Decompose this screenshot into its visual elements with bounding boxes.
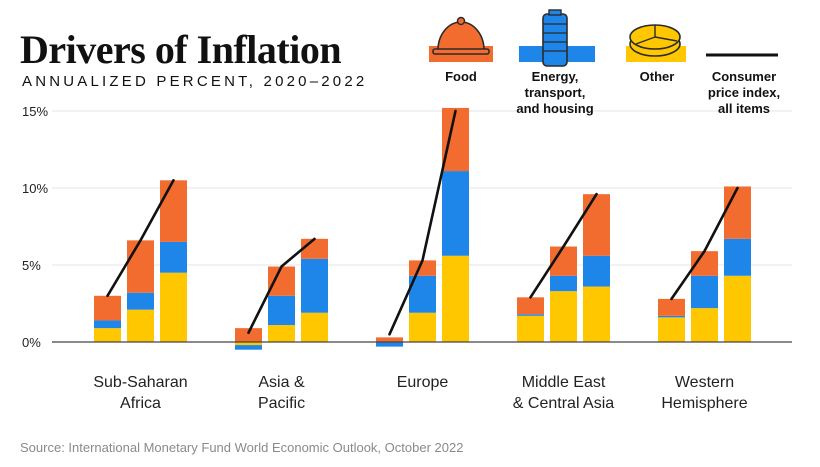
legend-label-other: Other: [640, 69, 675, 84]
bar-segment-food: [583, 194, 610, 256]
bar-segment-food: [235, 328, 262, 342]
legend-label-energy: and housing: [516, 101, 593, 116]
category-label: Middle East: [522, 374, 606, 391]
legend-label-energy: Energy,: [532, 69, 579, 84]
bar-segment-other: [409, 312, 436, 342]
category-label: Africa: [120, 395, 161, 412]
cpi-line: [388, 109, 457, 336]
bar-segment-energy: [442, 171, 469, 256]
bar-segment-food: [724, 186, 751, 239]
cloche-icon: [432, 16, 490, 55]
bar-segment-energy: [550, 275, 577, 292]
bar-segment-other: [235, 342, 262, 346]
category-label: Hemisphere: [661, 395, 747, 412]
category-label: Sub-Saharan: [93, 374, 187, 391]
bar-segment-energy: [235, 345, 262, 350]
battery-cap: [548, 9, 562, 16]
category-group: [376, 107, 469, 347]
bar-segment-energy: [268, 295, 295, 326]
bar-segment-energy: [301, 258, 328, 313]
category-label: Europe: [397, 374, 449, 391]
legend: Food Energy,transport,and housing Other Con…: [429, 9, 780, 116]
category-group: [94, 179, 187, 342]
cloche-dome: [437, 21, 485, 51]
bar-segment-energy: [376, 342, 403, 347]
category-group: [517, 192, 610, 342]
y-tick-label: 0%: [22, 335, 41, 350]
bar-segment-other: [550, 291, 577, 342]
pie-icon: [629, 24, 681, 57]
bar-segment-energy: [94, 320, 121, 329]
bar-segment-food: [409, 260, 436, 276]
pie-slices: [635, 25, 678, 45]
source-note: Source: International Monetary Fund Worl…: [20, 440, 464, 455]
bar-segment-other: [160, 272, 187, 342]
bar-segment-food: [268, 266, 295, 296]
chart-title: Drivers of Inflation: [20, 27, 342, 72]
y-tick-label: 10%: [22, 181, 48, 196]
legend-label-food: Food: [445, 69, 477, 84]
bar-segment-food: [160, 180, 187, 242]
bar-segment-other: [691, 308, 718, 342]
bar-segment-other: [658, 317, 685, 342]
y-tick-label: 5%: [22, 258, 41, 273]
bar-segment-other: [268, 325, 295, 342]
legend-label-cpi: all items: [718, 101, 770, 116]
bar-segment-energy: [583, 255, 610, 287]
bar-segment-other: [301, 312, 328, 342]
legend-label-energy: transport,: [525, 85, 586, 100]
cpi-line: [529, 192, 598, 299]
bar-segment-food: [127, 240, 154, 293]
legend-label-cpi: Consumer: [712, 69, 776, 84]
legend-label-cpi: price index,: [708, 85, 780, 100]
bar-segment-food: [94, 295, 121, 321]
category-label: Western: [675, 374, 734, 391]
battery-body: [542, 13, 568, 67]
bar-segment-food: [442, 107, 469, 172]
category-label: Asia &: [258, 374, 305, 391]
bar-segment-energy: [160, 241, 187, 273]
battery-icon: [542, 9, 568, 67]
cloche-handle: [456, 16, 466, 26]
chart-subtitle: ANNUALIZED PERCENT, 2020–2022: [22, 73, 368, 90]
category-label: Pacific: [258, 395, 305, 412]
bar-segment-other: [442, 255, 469, 342]
bar-segment-energy: [517, 314, 544, 316]
category-label: & Central Asia: [513, 395, 614, 412]
category-group: [235, 237, 328, 350]
cpi-line: [106, 179, 175, 298]
cpi-line: [670, 186, 739, 301]
bar-segment-other: [583, 286, 610, 342]
y-tick-label: 15%: [22, 104, 48, 119]
bar-segment-food: [658, 298, 685, 316]
bar-segment-other: [94, 328, 121, 342]
cloche-plate: [432, 48, 490, 55]
cpi-line: [247, 237, 316, 335]
bar-segment-energy: [724, 238, 751, 276]
bar-segment-energy: [658, 315, 685, 318]
bar-segment-food: [517, 297, 544, 315]
bar-segment-food: [376, 337, 403, 342]
bar-segment-food: [301, 238, 328, 259]
bar-segment-energy: [127, 292, 154, 310]
category-group: [658, 186, 751, 342]
bar-segment-other: [127, 309, 154, 342]
bar-segment-other: [517, 315, 544, 342]
bar-segment-other: [724, 275, 751, 342]
bar-segment-energy: [691, 275, 718, 309]
